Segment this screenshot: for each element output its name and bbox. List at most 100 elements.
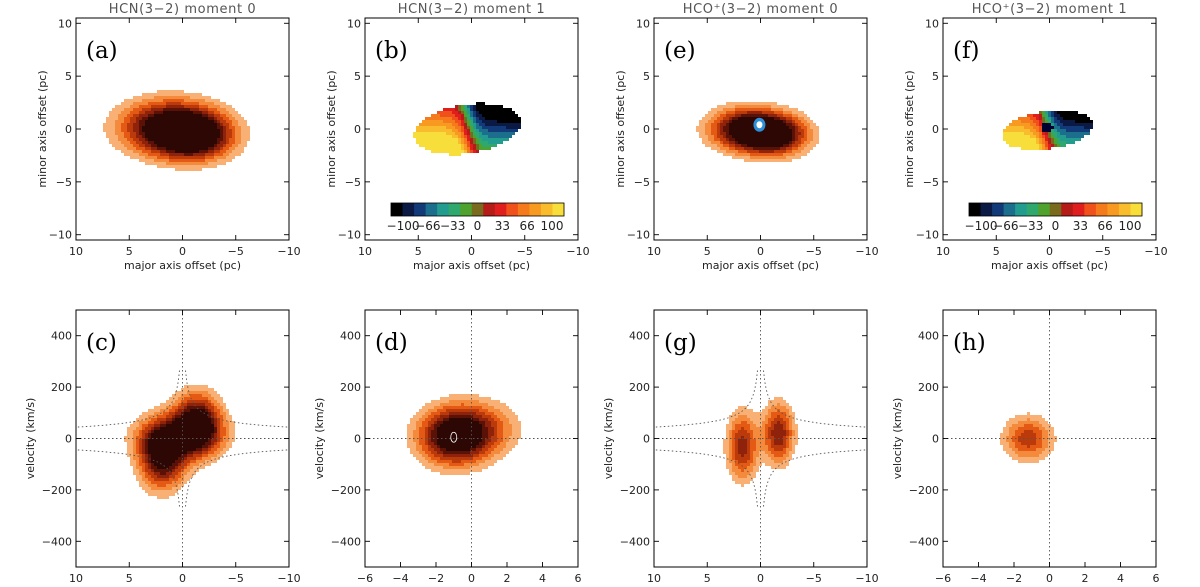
x-tick-label: 5 (704, 245, 711, 258)
colorbar-swatch (425, 203, 438, 216)
colorbar-swatch (1061, 203, 1074, 216)
y-tick-label: 400 (51, 330, 72, 343)
y-tick-label: −200 (331, 484, 361, 497)
panel-label: (c) (86, 330, 117, 356)
y-tick-label: 0 (932, 123, 939, 136)
x-axis-label: major axis offset (pc) (702, 259, 819, 272)
colorbar-swatch (1038, 203, 1051, 216)
y-tick-label: −10 (49, 229, 72, 242)
x-tick-label: −5 (806, 572, 822, 585)
colorbar-swatch (1095, 203, 1108, 216)
x-tick-label: 10 (358, 245, 372, 258)
y-tick-label: 400 (340, 330, 361, 343)
colorbar-tick: 33 (495, 219, 510, 233)
x-tick-label: −10 (1144, 245, 1167, 258)
x-tick-label: 0 (757, 245, 764, 258)
colorbar-swatch (437, 203, 450, 216)
y-axis-label: velocity (km/s) (313, 398, 326, 480)
x-tick-label: 10 (69, 572, 83, 585)
colorbar-tick: −66 (993, 219, 1018, 233)
x-tick-label: 0 (468, 572, 475, 585)
y-tick-label: 400 (918, 330, 939, 343)
y-axis-label: minor axis offset (pc) (36, 70, 49, 187)
colorbar-swatch (992, 203, 1005, 216)
colorbar-swatch (402, 203, 415, 216)
x-tick-label: 6 (575, 572, 582, 585)
colorbar-swatch (471, 203, 484, 216)
y-tick-label: −5 (923, 176, 939, 189)
y-tick-label: −200 (42, 484, 72, 497)
colorbar-swatch (414, 203, 427, 216)
colorbar-swatch (1118, 203, 1131, 216)
x-tick-label: 10 (69, 245, 83, 258)
plot-area (943, 310, 1156, 567)
plot-area (696, 102, 819, 162)
y-tick-label: 0 (354, 433, 361, 446)
contour-level-5 (738, 421, 786, 457)
panel-label: (a) (86, 38, 118, 64)
colorbar-swatch (506, 203, 519, 216)
y-tick-label: −400 (909, 535, 939, 548)
y-tick-label: 200 (340, 381, 361, 394)
plot-area (1003, 111, 1093, 150)
y-tick-label: 5 (65, 70, 72, 83)
x-tick-label: 2 (1082, 572, 1089, 585)
panel-label: (d) (375, 330, 408, 356)
colorbar-tick: 100 (541, 219, 564, 233)
y-tick-label: −5 (634, 176, 650, 189)
colorbar-swatch (969, 203, 982, 216)
x-tick-label: −4 (970, 572, 986, 585)
y-axis-label: velocity (km/s) (602, 398, 615, 480)
y-tick-label: 200 (51, 381, 72, 394)
y-axis-label: minor axis offset (pc) (614, 70, 627, 187)
colorbar-swatch (1072, 203, 1085, 216)
x-tick-label: −10 (855, 572, 878, 585)
panel-a: 10 5 0 −5 −10 −10 −5 0 5 10 major axis offset (pc)… (36, 2, 301, 272)
contour-level-7 (142, 111, 220, 153)
x-tick-label: 5 (993, 245, 1000, 258)
y-tick-label: 5 (643, 70, 650, 83)
colorbar-tick: 0 (1052, 219, 1060, 233)
x-tick-label: −5 (228, 245, 244, 258)
colorbar-frame (968, 202, 1143, 217)
x-tick-label: −5 (228, 572, 244, 585)
x-tick-label: −5 (517, 245, 533, 258)
x-tick-label: −5 (806, 245, 822, 258)
colorbar-swatch (552, 203, 565, 216)
x-tick-label: −10 (277, 245, 300, 258)
x-tick-label: 4 (1117, 572, 1124, 585)
x-axis-label: major axis offset (pc) (991, 259, 1108, 272)
panel-title: HCO⁺(3−2) moment 1 (972, 2, 1127, 17)
panel-b: 10 5 0 −5 −10 −10 −5 0 5 10 major axis offset (pc)… (325, 2, 590, 272)
y-tick-label: −200 (620, 484, 650, 497)
colorbar-swatch (529, 203, 542, 216)
x-tick-label: 0 (179, 572, 186, 585)
colorbar-swatch (1107, 203, 1120, 216)
colorbar-swatch (1084, 203, 1097, 216)
contour-level-7 (437, 418, 482, 451)
colorbar-swatch (1049, 203, 1062, 216)
colorbar-tick: −33 (1018, 219, 1043, 233)
x-tick-label: 5 (126, 245, 133, 258)
x-tick-label: 0 (179, 245, 186, 258)
colorbar-tick: −100 (387, 219, 420, 233)
peak-contour (450, 431, 458, 443)
x-tick-label: −10 (277, 572, 300, 585)
x-tick-label: −6 (935, 572, 951, 585)
panel-label: (h) (953, 330, 986, 356)
panel-title: HCN(3−2) moment 0 (109, 2, 257, 17)
x-tick-label: 5 (126, 572, 133, 585)
x-tick-label: −5 (1095, 245, 1111, 258)
colorbar-swatch (391, 203, 404, 216)
x-tick-label: 10 (647, 245, 661, 258)
central-hole-core (756, 121, 763, 129)
x-tick-label: −6 (357, 572, 373, 585)
y-tick-label: −200 (909, 484, 939, 497)
y-tick-label: 0 (65, 433, 72, 446)
panel-title: HCN(3−2) moment 1 (398, 2, 546, 17)
x-tick-label: 6 (1153, 572, 1160, 585)
plot-area (654, 310, 867, 567)
y-axis-label: velocity (km/s) (24, 398, 37, 480)
y-tick-label: −400 (331, 535, 361, 548)
